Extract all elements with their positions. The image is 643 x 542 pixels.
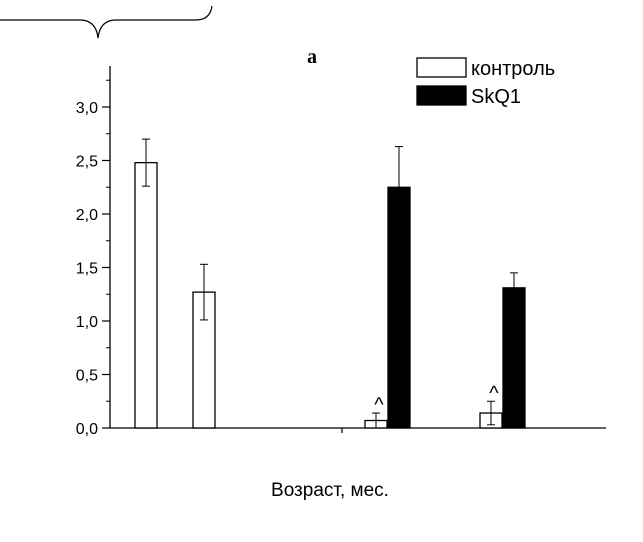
bar <box>502 287 526 429</box>
significance-marker: ^ <box>489 382 499 404</box>
y-tick-label: 0,5 <box>76 368 98 385</box>
x-axis-label: Возраст, мес. <box>271 480 389 501</box>
y-tick-label: 1,5 <box>76 261 98 278</box>
y-tick-label: 3,0 <box>76 100 98 117</box>
bars: ^^ <box>134 138 526 429</box>
y-tick-label: 2,0 <box>76 207 98 224</box>
legend-swatch <box>416 57 467 78</box>
bar <box>134 161 158 429</box>
legend-label: SkQ1 <box>471 86 521 108</box>
y-tick-label: 0,0 <box>76 421 98 438</box>
legend-label: контроль <box>471 58 555 80</box>
brace-decoration <box>0 5 213 39</box>
y-tick-label: 1,0 <box>76 314 98 331</box>
significance-marker: ^ <box>374 394 384 416</box>
legend-swatch <box>416 85 467 106</box>
chart-title: а <box>307 46 317 68</box>
y-tick-label: 2,5 <box>76 154 98 171</box>
legend: контроль SkQ1 <box>416 57 555 108</box>
